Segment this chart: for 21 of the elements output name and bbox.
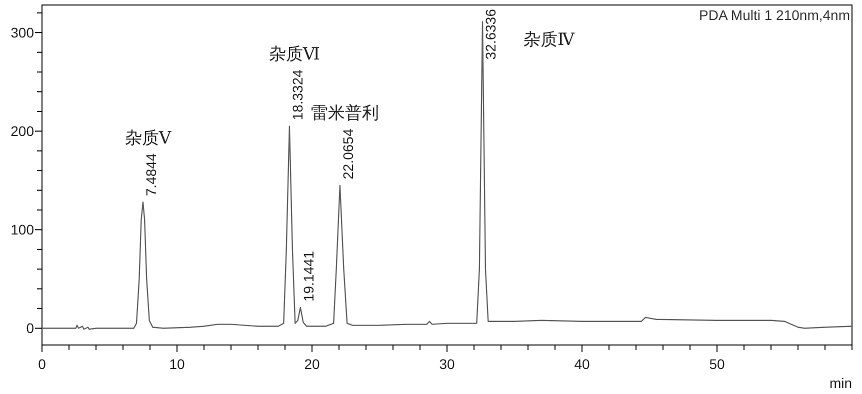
annotation: 18.3324 bbox=[289, 69, 306, 120]
x-tick-label: 20 bbox=[304, 356, 320, 372]
y-tick-label: 300 bbox=[10, 24, 34, 41]
x-tick-label: 10 bbox=[169, 356, 185, 372]
annotation: PDA Multi 1 210nm,4nm bbox=[699, 7, 850, 23]
y-tick-label: 200 bbox=[10, 123, 34, 140]
annotation: 7.4844 bbox=[142, 153, 159, 196]
annotation: 32.6336 bbox=[482, 8, 499, 60]
annotation: 22.0654 bbox=[340, 128, 356, 180]
y-tick-label: 0 bbox=[26, 320, 34, 336]
annotation: 雷米普利 bbox=[310, 104, 379, 123]
x-tick-label: 40 bbox=[574, 356, 590, 372]
x-tick-label: 50 bbox=[709, 356, 725, 372]
x-tick-label: 0 bbox=[38, 356, 46, 372]
y-tick-label: 100 bbox=[10, 222, 34, 238]
annotation: 杂质Ⅴ bbox=[124, 128, 172, 148]
annotation: 杂质Ⅳ bbox=[524, 30, 576, 49]
annotation: 19.1441 bbox=[300, 250, 316, 302]
x-tick-label: 30 bbox=[439, 356, 455, 372]
annotation: 杂质Ⅵ bbox=[268, 44, 320, 64]
x-axis-title: min bbox=[829, 375, 852, 391]
